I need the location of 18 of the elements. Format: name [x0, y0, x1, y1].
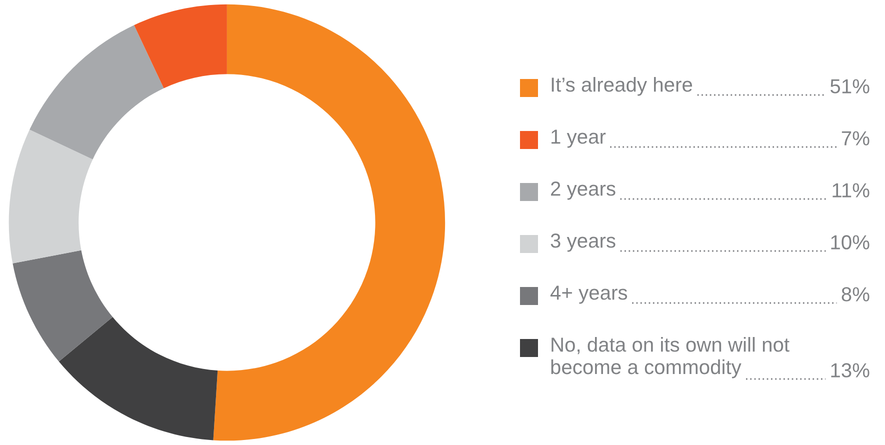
legend-label: It’s already here: [552, 77, 692, 96]
data-label: 11%: [832, 183, 870, 198]
data-label: 7%: [842, 131, 870, 146]
legend-label: 4+ years: [550, 286, 628, 304]
legend-label: 2 years: [551, 182, 616, 200]
legend-label: No, data on its own will not become a commodity: [551, 337, 790, 378]
donut-slice: [58, 317, 218, 440]
legend-label: 1 year: [552, 130, 606, 148]
donut-slice: [8, 130, 93, 264]
legend-label: 3 years: [550, 234, 616, 252]
data-label: 13%: [831, 363, 870, 378]
donut-slice: [213, 4, 446, 441]
data-label: 51%: [830, 79, 870, 94]
donut-slice: [12, 250, 113, 362]
donut-slice: [30, 25, 164, 160]
donut-slice: [134, 4, 227, 88]
data-label: 10%: [831, 235, 870, 250]
data-label: 8%: [842, 287, 870, 302]
